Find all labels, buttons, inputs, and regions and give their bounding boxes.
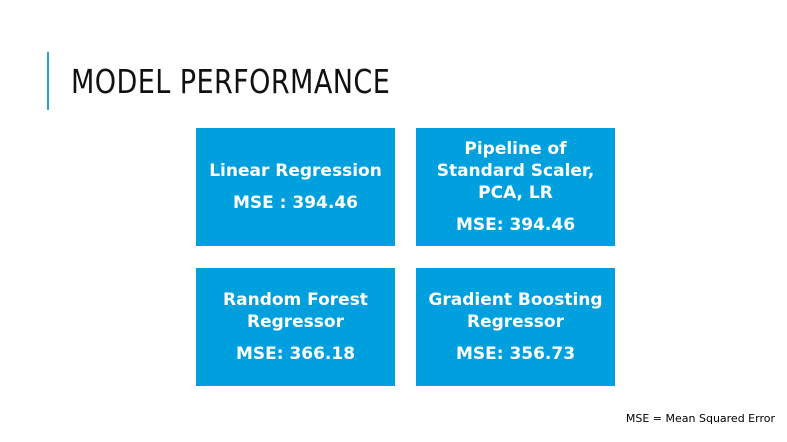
model-card-linear-regression: Linear Regression MSE : 394.46 (196, 128, 395, 246)
model-name: Linear Regression (209, 161, 382, 181)
model-card-random-forest: Random Forest Regressor MSE: 366.18 (196, 268, 395, 386)
slide-title: MODEL PERFORMANCE (71, 62, 391, 101)
model-mse: MSE: 356.73 (455, 344, 576, 364)
model-mse: MSE : 394.46 (232, 193, 358, 213)
model-mse: MSE: 394.46 (455, 215, 576, 235)
model-card-pipeline: Pipeline of Standard Scaler, PCA, LR MSE… (416, 128, 615, 246)
model-name: Random Forest Regressor (223, 290, 368, 332)
model-name: Gradient Boosting Regressor (428, 290, 603, 332)
model-mse: MSE: 366.18 (235, 344, 356, 364)
model-card-gradient-boosting: Gradient Boosting Regressor MSE: 356.73 (416, 268, 615, 386)
model-name: Pipeline of Standard Scaler, PCA, LR (436, 139, 595, 203)
mse-footnote: MSE = Mean Squared Error (625, 412, 775, 425)
title-accent-bar (47, 52, 49, 110)
